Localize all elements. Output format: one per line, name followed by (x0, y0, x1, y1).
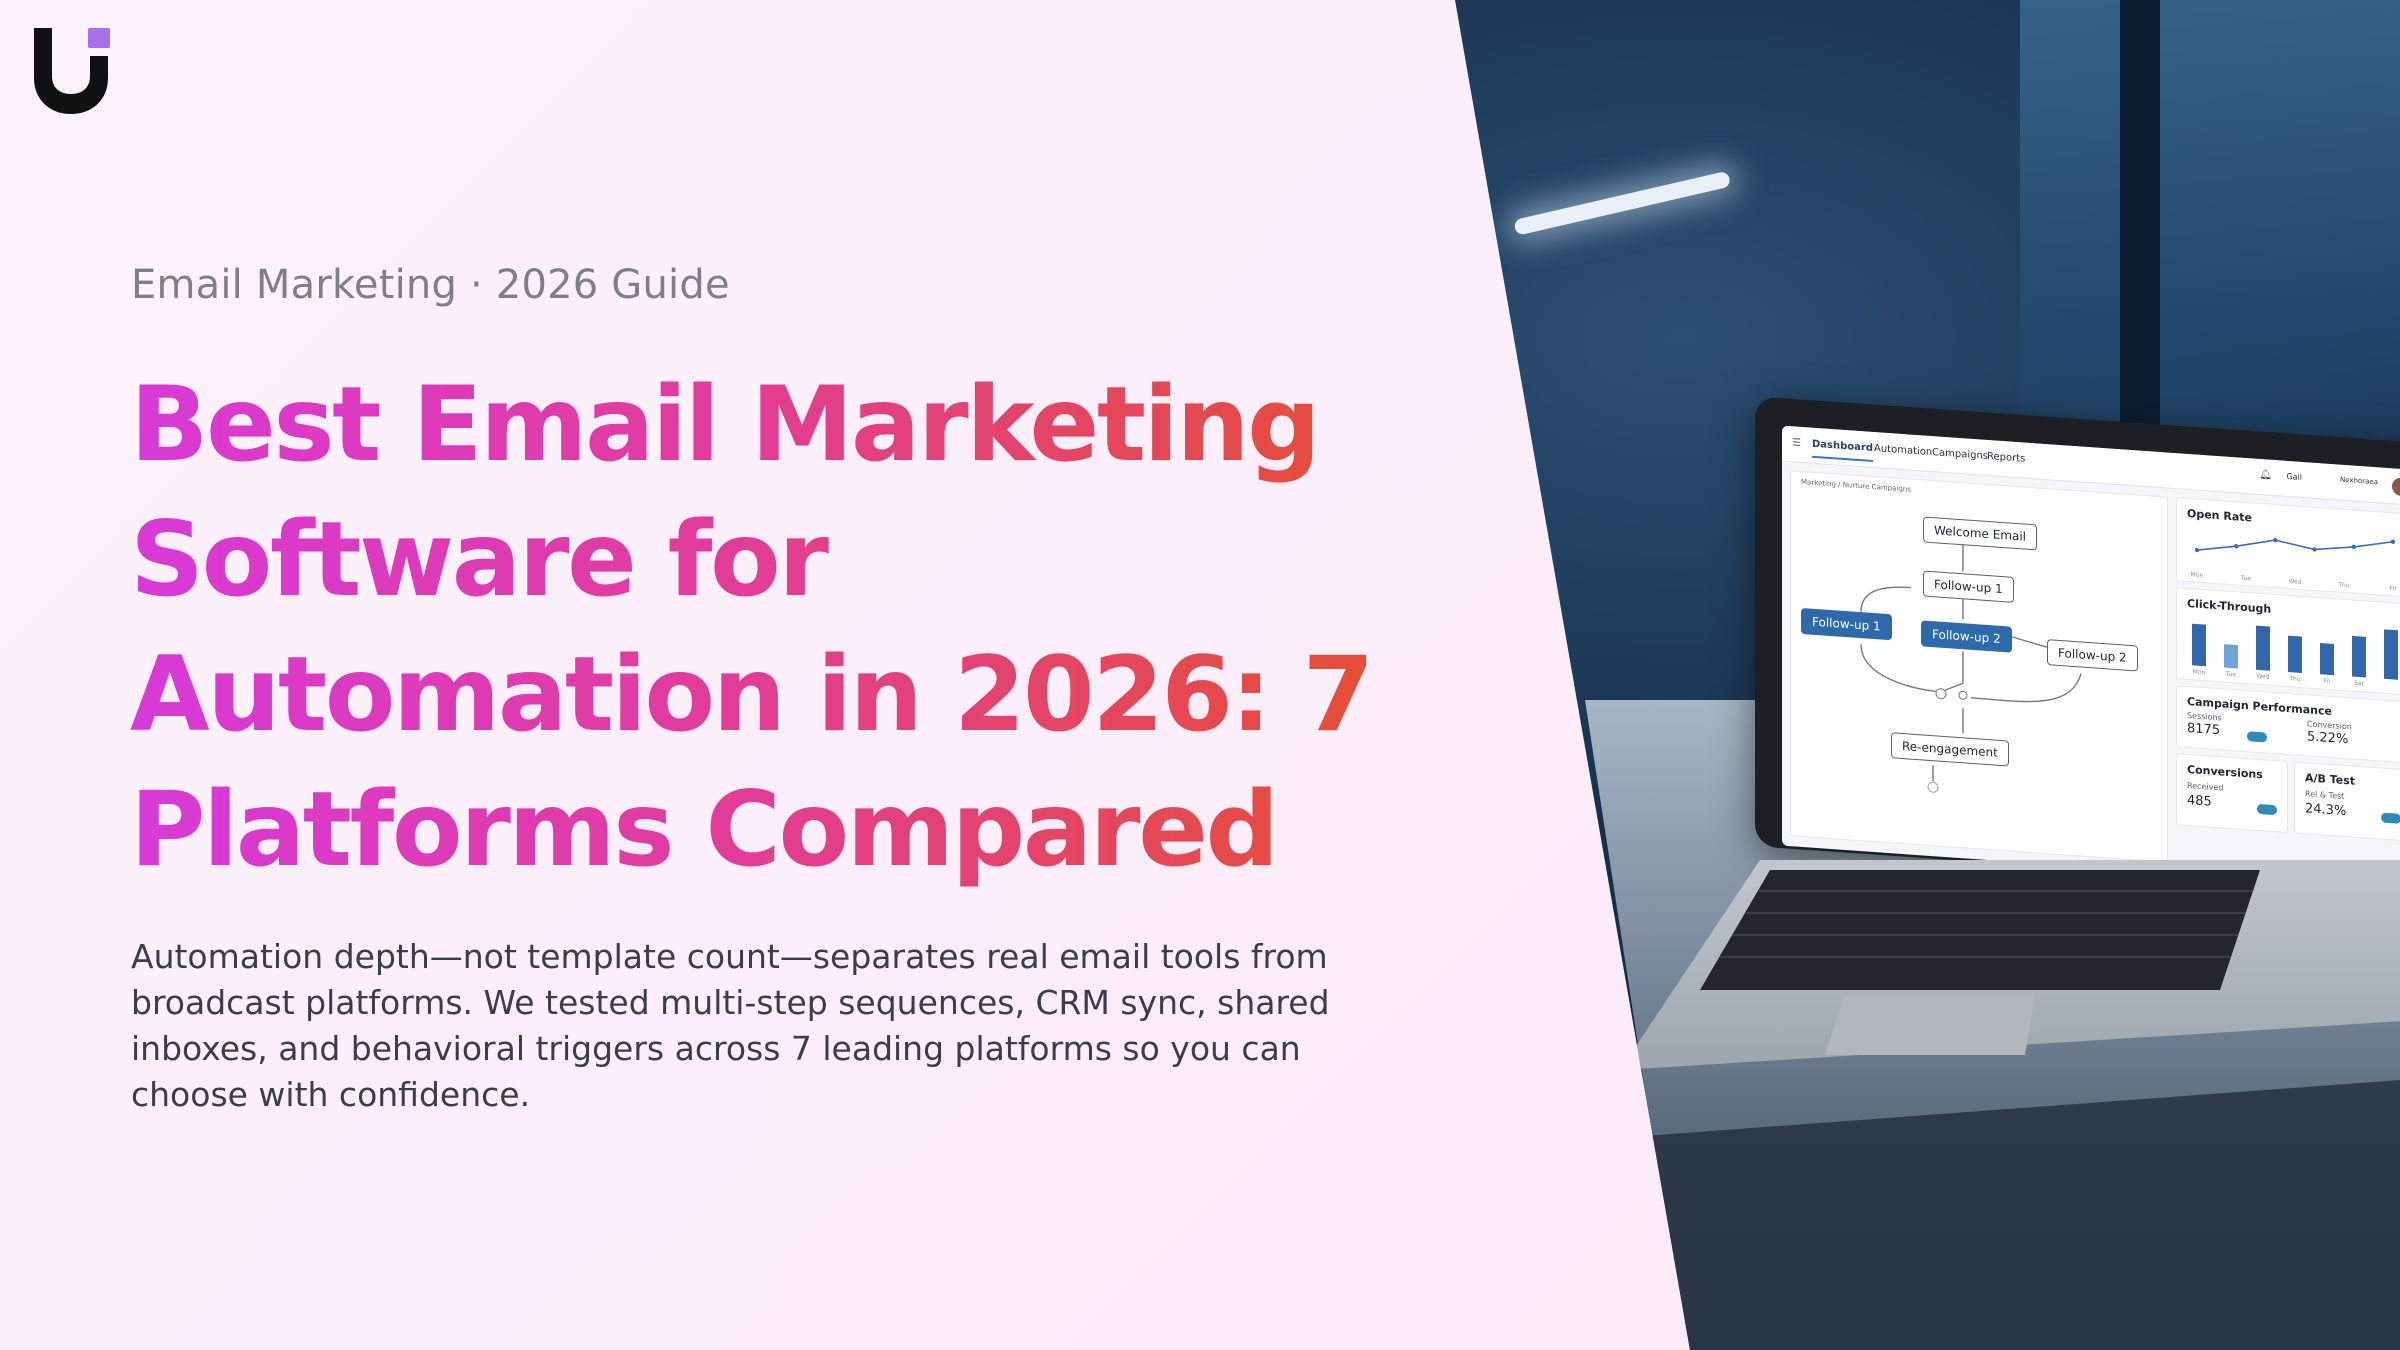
open-rate-point (2390, 539, 2396, 544)
bell-icon[interactable]: 🔔︎ (2259, 468, 2272, 481)
desk-lamp (1513, 170, 1732, 236)
open-rate-x-label: Thu (2337, 581, 2349, 589)
open-rate-point (2194, 547, 2200, 553)
open-rate-title: Open Rate (2187, 506, 2252, 525)
click-through-bar (2256, 625, 2270, 671)
click-through-bar (2224, 644, 2238, 669)
click-through-x-label: Fri (2323, 677, 2330, 685)
automation-flow-canvas: Marketing / Nurture Campaigns (1790, 470, 2168, 863)
ab-test-title: A/B Test (2305, 771, 2356, 788)
open-rate-x-label: Wed (2288, 578, 2301, 586)
ab-test-badge (2381, 812, 2400, 824)
title-line-1: Best Email Marketing (130, 365, 1319, 485)
page-title: Best Email Marketing Software for Automa… (130, 358, 1430, 898)
click-through-x-label: Sat (2354, 680, 2364, 688)
laptop-trackpad (1825, 995, 2035, 1055)
conversions-title: Conversions (2187, 762, 2263, 782)
campaign-performance-card[interactable]: Campaign Performance Sessions 8175 Conve… (2176, 685, 2400, 764)
click-through-card[interactable]: Click-Through Mon Tue Wed Thu Fri Sat (2176, 587, 2400, 696)
conversions-value: 485 (2187, 792, 2212, 810)
open-rate-point (2234, 543, 2239, 549)
title-line-4: Platforms Compared (130, 770, 1277, 890)
click-through-bar-chart: Mon Tue Wed Thu Fri Sat (2192, 623, 2398, 688)
eyebrow-label: Email Marketing · 2026 Guide (131, 262, 730, 308)
ab-test-card[interactable]: A/B Test Rel & Test 24.3% (2294, 761, 2400, 842)
laptop-screen: ☰ Dashboard Automation Campaigns Reports… (1782, 425, 2400, 891)
sessions-value: 8175 (2187, 720, 2221, 739)
conversions-badge (2257, 803, 2277, 816)
ab-test-label: Rel & Test (2305, 789, 2345, 801)
open-rate-x-label: Tue (2240, 575, 2252, 583)
title-line-3: Automation in 2026: 7 (130, 635, 1372, 755)
tab-dashboard[interactable]: Dashboard (1812, 438, 1873, 462)
open-rate-point (2351, 544, 2357, 550)
click-through-x-label: Mon (2193, 668, 2206, 676)
flow-connectors (1860, 543, 2082, 793)
menu-icon: ☰ (1792, 437, 1801, 449)
open-rate-x-label: Fri (2389, 585, 2396, 592)
avatar[interactable] (2390, 475, 2400, 499)
click-through-bar (2320, 643, 2334, 676)
hero-description: Automation depth—not template count—sepa… (131, 937, 1330, 1114)
conversions-card[interactable]: Conversions Received 485 (2176, 753, 2288, 834)
title-line-2: Software for (130, 500, 827, 620)
open-rate-line-chart: Mon Tue Wed Thu Fri (2191, 537, 2397, 592)
u-brand-logo-icon[interactable] (30, 26, 112, 116)
tab-reports[interactable]: Reports (1987, 450, 2026, 465)
open-rate-x-label: Mon (2191, 571, 2204, 579)
ab-test-value: 24.3% (2305, 801, 2347, 820)
click-through-bar (2288, 635, 2302, 673)
click-through-x-label: Wed (2256, 673, 2269, 681)
conversion-value: 5.22% (2307, 729, 2349, 748)
open-rate-point (2273, 537, 2278, 543)
click-through-bar (2384, 629, 2398, 680)
click-through-x-label: Tue (2225, 671, 2237, 679)
toggle-switch[interactable] (2247, 731, 2267, 743)
tab-automation[interactable]: Automation (1874, 443, 1933, 459)
open-rate-card[interactable]: Open Rate Mon Tue Wed Thu Fri (2176, 497, 2400, 598)
open-rate-point (2312, 547, 2317, 552)
click-through-x-label: Thu (2288, 675, 2300, 683)
user-menu[interactable]: Gail (2286, 471, 2302, 482)
tab-campaigns[interactable]: Campaigns (1932, 447, 1989, 463)
account-name[interactable]: Nexhoraea (2339, 475, 2378, 487)
conversions-label: Received (2187, 780, 2224, 793)
click-through-bar (2192, 623, 2206, 667)
open-rate-line (2196, 539, 2394, 551)
laptop-keyboard (1700, 870, 2260, 990)
click-through-bar (2352, 635, 2366, 678)
